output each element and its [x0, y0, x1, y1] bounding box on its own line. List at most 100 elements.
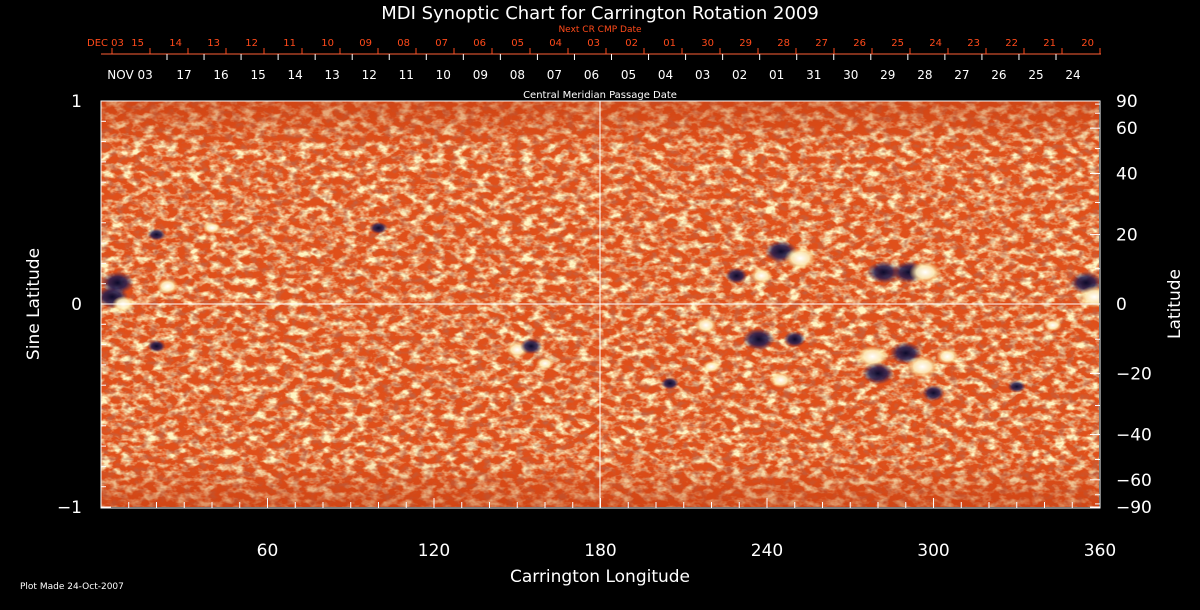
region-positive-10: [536, 357, 554, 370]
white-date-label: 17: [176, 68, 191, 82]
white-date-label: 07: [547, 68, 562, 82]
red-date-label: 26: [853, 38, 866, 49]
white-date-label: 26: [991, 68, 1006, 82]
red-date-label: 22: [1005, 38, 1018, 49]
red-date-label: 08: [397, 38, 410, 49]
region-positive-29: [936, 348, 959, 365]
region-negative-7: [369, 221, 388, 234]
white-date-label: 15: [250, 68, 265, 82]
white-date-label: 25: [1028, 68, 1043, 82]
right-tick-label: 40: [1116, 165, 1138, 185]
red-date-label: 27: [815, 38, 828, 49]
left-tick-label: −1: [57, 498, 82, 518]
bottom-tick-label: 300: [917, 541, 949, 561]
red-date-label: 23: [967, 38, 980, 49]
top-red-axis-label: Next CR CMP Date: [558, 25, 642, 35]
red-date-label: 25: [891, 38, 904, 49]
white-date-label: 14: [287, 68, 302, 82]
right-tick-label: 90: [1116, 92, 1138, 112]
region-negative-13: [725, 267, 748, 284]
left-tick-label: 1: [71, 92, 82, 112]
red-date-label: 03: [587, 38, 600, 49]
white-date-label: 02: [732, 68, 747, 82]
bottom-tick-label: 360: [1084, 541, 1116, 561]
white-date-label: 31: [806, 68, 821, 82]
red-date-label: 12: [245, 38, 258, 49]
red-date-label: 29: [739, 38, 752, 49]
red-date-label: 28: [777, 38, 790, 49]
region-positive-19: [1078, 285, 1099, 308]
red-date-label: 20: [1081, 38, 1094, 49]
left-axis: 1 0 −1: [57, 92, 111, 518]
region-positive-23: [702, 360, 721, 373]
left-tick-label: 0: [71, 295, 82, 315]
region-positive-28: [906, 355, 939, 378]
white-date-label: 13: [325, 68, 340, 82]
white-date-label: 03: [695, 68, 710, 82]
region-positive-14: [750, 267, 773, 284]
region-positive-20: [694, 317, 717, 334]
y-axis-right-title: Latitude: [1165, 269, 1185, 339]
right-tick-label: 0: [1116, 295, 1127, 315]
y-axis-left-title: Sine Latitude: [24, 248, 44, 360]
right-tick-label: 20: [1116, 226, 1138, 246]
right-axis: 90 60 40 20 0 −20 −40 −60 −90: [1090, 92, 1152, 518]
red-date-label: 24: [929, 38, 942, 49]
top-white-axis-label: Central Meridian Passage Date: [523, 90, 677, 101]
bottom-tick-label: 240: [751, 541, 783, 561]
region-negative-31: [1007, 380, 1026, 393]
right-tick-label: −90: [1116, 498, 1152, 518]
white-date-label: 28: [917, 68, 932, 82]
red-date-label: DEC 03: [87, 38, 124, 49]
right-tick-label: −20: [1116, 364, 1152, 384]
red-date-label: 11: [283, 38, 296, 49]
white-date-label: 16: [213, 68, 228, 82]
region-positive-17: [909, 261, 942, 284]
red-date-label: 06: [473, 38, 486, 49]
white-date-label: NOV 03: [107, 68, 153, 82]
region-positive-5: [203, 221, 221, 234]
red-date-label: 14: [169, 38, 182, 49]
white-date-label: 04: [658, 68, 673, 82]
region-negative-26: [862, 362, 894, 385]
red-date-label: 01: [663, 38, 676, 49]
region-positive-25: [856, 345, 889, 368]
white-date-label: 27: [954, 68, 969, 82]
red-date-label: 05: [511, 38, 524, 49]
region-negative-15: [867, 261, 900, 284]
region-negative-1: [101, 271, 134, 294]
white-date-label: 12: [362, 68, 377, 82]
region-negative-30: [922, 384, 945, 401]
region-negative-9: [520, 338, 543, 355]
plot-made-note: Plot Made 24-Oct-2007: [20, 582, 124, 592]
white-date-label: 01: [769, 68, 784, 82]
white-date-label: 06: [584, 68, 599, 82]
right-tick-label: −60: [1116, 471, 1152, 491]
region-positive-32: [1043, 319, 1062, 332]
white-date-label: 30: [843, 68, 858, 82]
red-date-label: 15: [131, 38, 144, 49]
red-date-label: 13: [207, 38, 220, 49]
region-positive-3: [156, 278, 179, 295]
red-date-label: 09: [359, 38, 372, 49]
region-negative-33: [660, 377, 679, 390]
red-date-label: 21: [1043, 38, 1056, 49]
right-tick-label: −40: [1116, 425, 1152, 445]
top-red-axis: Next CR CMP Date DEC 03 15 14 13 12 11 10 09 08 0…: [87, 25, 1101, 55]
white-date-label: 24: [1065, 68, 1080, 82]
top-white-axis: NOV 03 17 16 15 14 13 12 11 10 09 08 07 06 05 04 03 02 01…: [101, 53, 1101, 101]
red-date-label: 10: [321, 38, 334, 49]
chart-title: MDI Synoptic Chart for Carrington Rotati…: [381, 3, 819, 24]
x-axis-title: Carrington Longitude: [510, 567, 690, 587]
white-date-label: 29: [880, 68, 895, 82]
region-positive-12: [784, 247, 817, 270]
bottom-tick-label: 180: [584, 541, 616, 561]
red-date-label: 02: [625, 38, 638, 49]
bottom-tick-label: 60: [257, 541, 279, 561]
white-date-label: 10: [436, 68, 451, 82]
white-date-label: 08: [510, 68, 525, 82]
white-date-label: 09: [473, 68, 488, 82]
region-positive-24: [769, 372, 792, 389]
right-tick-label: 60: [1116, 119, 1138, 139]
